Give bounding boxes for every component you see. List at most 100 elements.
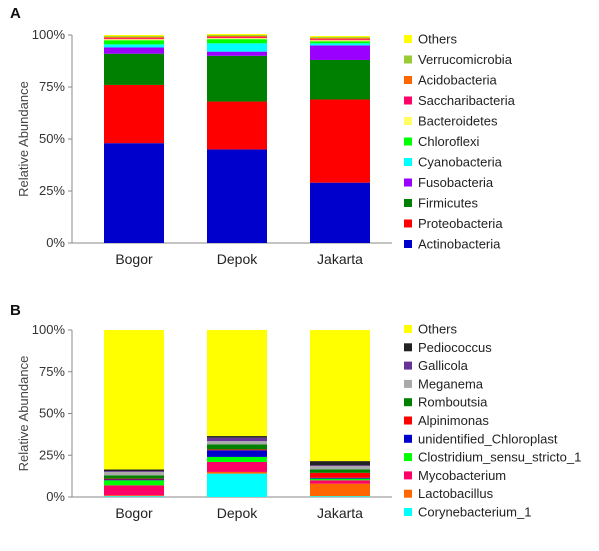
legend-swatch [404,137,412,146]
bar-segment-depok-10 [207,436,267,438]
bar-segment-depok-1 [207,149,267,243]
bar-segment-depok-4 [207,456,267,462]
bar-segment-depok-9 [207,36,267,38]
bar-segment-depok-3 [207,461,267,472]
legend-swatch [404,453,412,462]
legend-label: Cyanobacteria [418,155,503,170]
legend-label: Romboutsia [418,395,488,410]
legend-swatch [404,434,412,443]
bar-segment-jakarta-4 [310,478,370,481]
legend-swatch [404,325,412,333]
bar-segment-bogor-3 [104,53,164,85]
legend-swatch [404,35,412,43]
x-category-label: Jakarta [317,505,363,521]
y-tick-label: 75% [39,364,65,379]
bar-segment-depok-8 [207,441,267,445]
bar-segment-bogor-9 [104,37,164,39]
legend-label: Bacteroidetes [418,114,498,129]
bar-segment-depok-6 [207,449,267,451]
bar-segment-bogor-9 [104,471,164,472]
panel-b-chart: B Relative Abundance 0% 25% 50% 75% 100% Bogor D… [10,302,581,521]
y-tick-label: 75% [39,79,65,94]
bar-segment-depok-10 [207,35,267,37]
bar-segment-depok-11 [207,330,267,437]
bar-segment-jakarta-7 [310,40,370,42]
bar-segment-jakarta-3 [310,59,370,100]
panel-label: B [10,302,21,319]
bar-segment-jakarta-4 [310,45,370,60]
bar-segment-jakarta-9 [310,465,370,467]
bar-segment-depok-2 [207,471,267,474]
legend-swatch [404,96,412,105]
legend-swatch [404,379,412,388]
bar-segment-bogor-6 [104,40,164,45]
legend-label: Acidobacteria [418,73,498,88]
bar-segment-jakarta-10 [310,461,370,466]
bar-segment-bogor-6 [104,478,164,480]
legend-label: Alpinimonas [418,413,489,428]
legend-swatch [404,117,412,125]
bar-segment-jakarta-2 [310,483,370,497]
bar-segment-jakarta-11 [310,36,370,38]
bar-segment-jakarta-8 [310,39,370,41]
x-category-label: Bogor [115,251,153,267]
legend-swatch [404,55,412,64]
legend-label: Corynebacterium_1 [418,505,531,520]
bar-segment-jakarta-8 [310,466,370,470]
bar-segment-depok-3 [207,55,267,102]
legend-label: Clostridium_sensu_stricto_1 [418,450,581,465]
bar-segment-depok-7 [207,38,267,40]
bar-segment-jakarta-5 [310,43,370,46]
y-tick-label: 25% [39,183,65,198]
legend-label: Mycobacterium [418,468,506,483]
bar-segment-depok-2 [207,101,267,150]
legend-label: Saccharibacteria [418,93,516,108]
legend-swatch [404,343,412,352]
legend-swatch [404,199,412,207]
legend-label: Others [418,322,458,337]
x-category-label: Bogor [115,505,153,521]
bar-segment-bogor-1 [104,143,164,243]
legend-swatch [404,398,412,407]
bar-segment-jakarta-2 [310,99,370,183]
y-tick-label: 100% [32,322,66,337]
bar-segment-bogor-10 [104,36,164,38]
bar-segment-bogor-11 [104,330,164,470]
y-axis-label: Relative Abundance [16,81,31,197]
bar-segment-bogor-7 [104,39,164,41]
legend-swatch [404,240,412,248]
panel-a-chart: A Relative Abundance 0% 25% 50% 75% 100% Bogor D… [10,5,516,267]
bar-segment-bogor-5 [104,479,164,481]
bar-segment-depok-8 [207,37,267,39]
y-axis-label: Relative Abundance [16,356,31,472]
y-tick-label: 0% [46,235,65,250]
bar-segment-jakarta-1 [310,182,370,243]
bar-segment-bogor-4 [104,480,164,486]
legend-label: Lactobacillus [418,486,494,501]
bar-segment-bogor-10 [104,469,164,472]
bar-segment-bogor-2 [104,84,164,144]
bar-segment-bogor-8 [104,471,164,476]
bar-segment-bogor-8 [104,38,164,40]
legend-label: unidentified_Chloroplast [418,431,558,446]
y-tick-label: 50% [39,131,65,146]
bar-segment-jakarta-9 [310,38,370,40]
y-tick-label: 0% [46,489,65,504]
bar-segment-jakarta-7 [310,469,370,473]
bar-segment-bogor-11 [104,35,164,37]
legend-label: Verrucomicrobia [418,52,513,67]
bar-segment-depok-7 [207,444,267,450]
bar-segment-jakarta-10 [310,37,370,39]
legend-label: Firmicutes [418,196,478,211]
bar-segment-jakarta-6 [310,472,370,478]
bar-segment-jakarta-3 [310,480,370,484]
legend-swatch [404,416,412,425]
bar-segment-jakarta-1 [310,496,370,497]
bar-segment-depok-5 [207,450,267,457]
bar-segment-depok-5 [207,43,267,52]
legend-swatch [404,76,412,84]
legend-label: Proteobacteria [418,216,503,231]
legend-label: Meganema [418,376,484,391]
bar-segment-jakarta-11 [310,330,370,462]
